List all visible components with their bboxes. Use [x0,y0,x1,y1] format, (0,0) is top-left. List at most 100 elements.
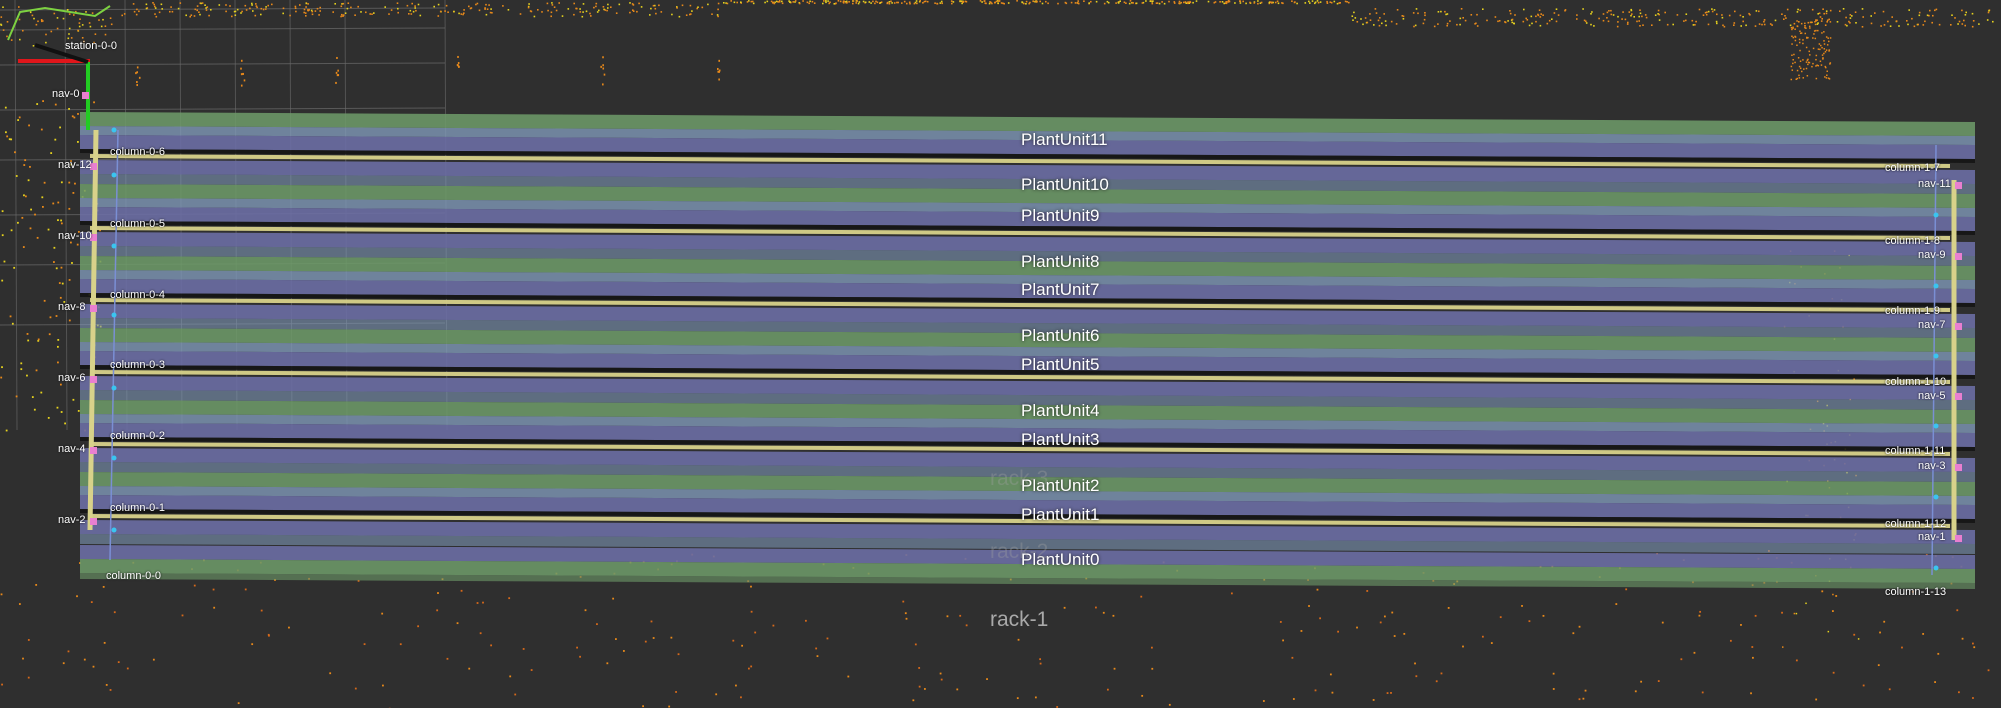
point [282,7,285,10]
point [1227,1,1230,3]
nav-label: nav-11 [1918,178,1951,190]
point [1606,11,1609,14]
point [23,194,25,197]
point [1796,69,1799,72]
point [1115,2,1117,4]
point [104,25,107,27]
point [1578,698,1581,701]
point [1796,44,1798,47]
point [255,5,258,7]
point [289,14,291,17]
point [1829,63,1831,65]
point [29,11,32,14]
point [828,2,830,5]
point [789,1,791,3]
point [68,27,71,30]
point [825,1,827,4]
point [1606,17,1608,19]
point [1498,20,1501,22]
point [1820,20,1823,22]
point [121,14,123,17]
point [1804,32,1807,35]
point [1805,27,1807,29]
point [18,18,21,21]
point [808,2,810,5]
point [1812,47,1815,50]
point [138,76,141,79]
point [109,17,112,19]
point [781,2,784,5]
point [1025,3,1027,5]
point [0,593,3,596]
point [268,634,270,637]
point [528,3,530,5]
point [490,8,492,10]
point [354,687,357,690]
point [1828,18,1830,21]
point [905,617,908,620]
point [1758,23,1761,25]
point [1555,20,1558,23]
point [1807,36,1809,39]
point [1582,697,1585,700]
point [50,152,53,154]
point [1039,0,1041,3]
nav-label: nav-9 [1918,249,1946,261]
point [1751,646,1754,648]
point [1827,630,1830,633]
point [870,2,872,4]
point [411,2,413,5]
point [1522,20,1525,23]
point [606,9,608,12]
point [13,266,16,269]
point [1842,8,1845,10]
point [946,615,949,618]
point [886,1,889,4]
point [530,669,533,671]
point [1354,17,1357,19]
point [1748,12,1750,15]
point [10,229,13,232]
point [893,2,896,4]
point [50,30,53,33]
point [842,0,845,3]
point [1296,2,1298,5]
point [923,0,926,3]
point [1799,60,1802,62]
point [24,195,27,198]
grid-line [0,62,446,66]
point [22,657,24,660]
point [179,2,182,4]
point [1812,37,1814,39]
point [103,641,106,644]
point [1095,606,1097,609]
point [1639,12,1642,15]
point [527,6,530,9]
point [502,5,504,7]
point [1063,606,1066,609]
point [0,24,3,26]
point [642,705,644,708]
point [959,614,962,617]
point [2,29,5,31]
point [190,14,193,16]
point [234,14,237,16]
point [551,2,553,4]
point [567,8,570,10]
point [462,13,464,16]
column-label: column-1-7 [1885,162,1941,174]
point [1758,10,1760,13]
point [1926,14,1929,17]
point [1572,632,1575,635]
point [1366,21,1369,24]
point [805,619,807,622]
point [1769,23,1772,25]
point [1423,18,1426,21]
point [100,25,103,28]
point [1239,0,1242,3]
point [295,10,297,13]
nav-marker [90,305,97,312]
point [1742,16,1744,18]
point [457,64,459,67]
